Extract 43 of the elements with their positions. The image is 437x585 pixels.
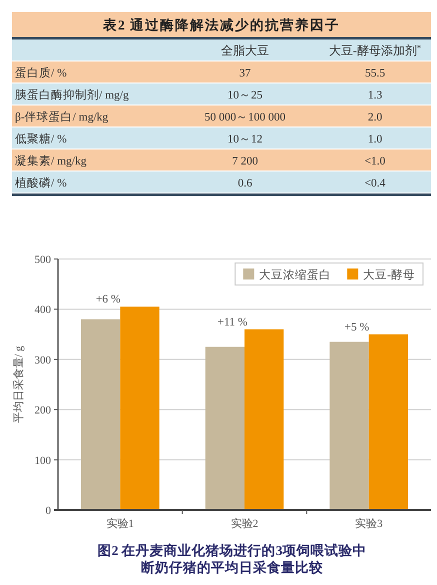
legend-label: 大豆浓缩蛋白 [259, 268, 332, 282]
text: 图2 在丹麦商业化猪场进行的3项饲喂试验中断奶仔猪的平均日采食量比较 [98, 542, 366, 575]
y-axis-title: 平均日采食量/ g [12, 345, 25, 424]
annotation: +5 % [344, 321, 370, 334]
y-tick-label: 400 [34, 304, 52, 316]
category-label: 全脂大豆 [221, 44, 269, 58]
category-label: 胰蛋白酶抑制剂/ mg/g [15, 90, 129, 102]
text: 1.0 [368, 134, 382, 146]
bar [120, 306, 160, 510]
text: 2.0 [368, 112, 382, 124]
text: <1.0 [364, 156, 386, 168]
category-label: β-伴球蛋白/ mg/kg [15, 112, 108, 124]
x-tick-label: 实验3 [355, 517, 384, 530]
bar [368, 334, 408, 510]
category-label: 凝集素/ mg/kg [15, 156, 86, 168]
text: 7 200 [232, 156, 258, 168]
bar [205, 346, 244, 510]
bar [244, 329, 284, 510]
y-tick-label: 100 [34, 454, 52, 467]
text: 37 [239, 68, 251, 80]
text: 55.5 [364, 68, 386, 80]
annotation: +11 % [217, 316, 248, 328]
x-tick-label: 实验2 [230, 517, 258, 530]
annotation: +6 % [96, 294, 121, 306]
y-tick-label: 500 [34, 254, 52, 266]
category-label: 低聚糖/ % [15, 134, 67, 146]
text: 0.6 [238, 178, 252, 190]
text: 表2 通过酶降解法减少的抗营养因子 [102, 16, 340, 32]
category-label: 植酸磷/ % [15, 178, 67, 190]
x-tick-label: 实验1 [106, 517, 134, 530]
bar [81, 319, 120, 510]
text: 10～25 [228, 90, 262, 102]
text: 10～12 [228, 134, 262, 146]
y-tick-label: 300 [34, 354, 52, 366]
category-label: 蛋白质/ % [15, 68, 67, 80]
category-label: 大豆-酵母添加剂$^{*}$ [328, 43, 422, 58]
y-tick-label: 200 [34, 404, 52, 417]
bar [330, 342, 369, 510]
text: 1.3 [368, 90, 382, 102]
text: <0.4 [364, 178, 386, 190]
legend-label: 大豆-酵母 [363, 268, 415, 282]
y-tick-label: 0 [46, 505, 52, 517]
text: 50 000～100 000 [204, 112, 286, 124]
